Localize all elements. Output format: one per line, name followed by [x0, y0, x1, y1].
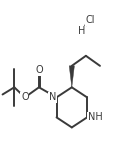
- Text: O: O: [21, 92, 29, 102]
- Polygon shape: [69, 66, 74, 87]
- Text: NH: NH: [88, 112, 103, 122]
- Text: N: N: [49, 92, 57, 102]
- Text: Cl: Cl: [86, 15, 95, 25]
- Text: O: O: [35, 65, 43, 75]
- Text: H: H: [77, 26, 85, 36]
